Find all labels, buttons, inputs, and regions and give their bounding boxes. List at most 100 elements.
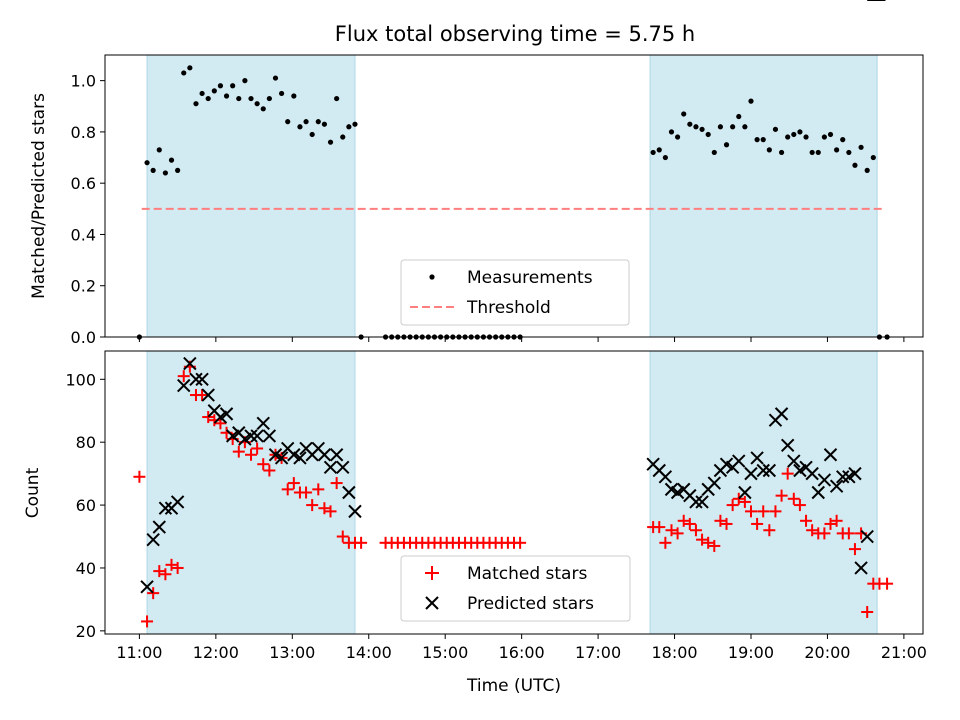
matched-star-point	[751, 517, 764, 530]
measurement-point	[309, 131, 315, 138]
matched-star-point	[769, 505, 782, 518]
measurement-point	[352, 121, 358, 127]
measurement-point	[754, 137, 760, 143]
predicted-star-point	[177, 378, 191, 393]
x-tick-label: 17:00	[575, 643, 621, 662]
measurement-point	[705, 131, 711, 138]
measurement-point	[236, 95, 242, 102]
measurement-point	[791, 131, 797, 138]
y-tick-label: 0.8	[71, 123, 96, 142]
measurement-point	[217, 83, 224, 89]
matched-star-point	[171, 561, 184, 574]
measurement-point	[297, 124, 303, 130]
predicted-star-point	[817, 473, 832, 487]
matched-star-point	[318, 502, 331, 515]
measurement-point	[168, 157, 175, 163]
x-tick-label: 13:00	[269, 643, 315, 662]
predicted-star-point	[348, 504, 362, 519]
chart-title: Flux total observing time = 5.75 h	[335, 22, 695, 46]
predicted-star-point	[658, 470, 673, 484]
measurement-point	[266, 95, 272, 102]
matched-star-point	[726, 499, 739, 512]
predicted-star-point	[219, 407, 234, 421]
matched-star-point	[671, 527, 684, 540]
measurement-point	[846, 149, 852, 156]
matched-star-point	[677, 514, 690, 527]
measurement-point	[162, 170, 168, 176]
measurement-point	[852, 162, 858, 168]
measurement-point	[278, 90, 285, 97]
count-y-axis-label: Count	[23, 467, 43, 518]
measurement-point	[736, 113, 742, 120]
matched-star-point	[806, 524, 819, 537]
measurement-point	[656, 147, 662, 153]
predicted-legend-marker	[425, 596, 439, 610]
matched-star-point	[763, 524, 776, 537]
measurement-point	[340, 134, 346, 140]
predicted-star-point	[854, 561, 868, 575]
measurement-point	[650, 149, 656, 156]
predicted-star-point	[293, 451, 307, 465]
measurement-point	[334, 95, 340, 102]
measurement-point	[315, 119, 321, 125]
measurement-point	[815, 149, 821, 156]
measurement-point	[723, 142, 730, 148]
predicted-star-point	[860, 529, 874, 544]
predicted-star-point	[336, 460, 350, 475]
matched-star-point	[738, 495, 751, 508]
predicted-star-point	[250, 429, 264, 443]
predicted-star-point	[152, 520, 166, 534]
measurement-point	[797, 129, 803, 135]
matched-star-point	[787, 492, 800, 505]
matched-legend-marker	[425, 566, 439, 580]
matched-legend-label: Matched stars	[467, 564, 587, 584]
predicted-star-point	[170, 495, 185, 509]
matched-star-point	[720, 517, 733, 530]
predicted-star-point	[762, 463, 777, 478]
matched-star-point	[165, 558, 178, 571]
matched-star-point	[757, 505, 770, 518]
predicted-star-point	[738, 485, 752, 500]
measurement-point	[156, 147, 162, 153]
measurement-point	[662, 154, 668, 161]
measurement-point	[346, 124, 352, 130]
predicted-star-point	[750, 451, 764, 465]
predicted-star-point	[323, 460, 338, 475]
measurement-point	[291, 93, 297, 99]
x-axis-label: Time (UTC)	[466, 676, 561, 696]
threshold-legend-label: Threshold	[466, 298, 551, 318]
measurement-point	[285, 119, 291, 125]
predicted-star-point	[317, 448, 332, 462]
predicted-star-point	[811, 485, 825, 500]
measurement-point	[321, 121, 328, 127]
measurement-point	[699, 126, 705, 132]
measurement-point	[772, 126, 779, 132]
x-tick-label: 15:00	[422, 643, 468, 662]
y-tick-label: 0.2	[71, 277, 96, 296]
ratio-panel: 0.0 0.2 0.4 0.6 0.8 1.0 Matched/Predicted sta…	[29, 54, 924, 347]
measurement-point	[248, 95, 254, 102]
measurement-point	[693, 124, 699, 130]
predicted-star-point	[695, 495, 709, 509]
measurement-point	[748, 98, 754, 104]
measurement-point	[205, 95, 211, 102]
predicted-star-point	[829, 479, 844, 493]
measurement-point	[809, 149, 815, 156]
matched-star-point	[324, 505, 337, 518]
matched-star-point	[159, 568, 172, 581]
measurement-point	[760, 137, 766, 143]
measurement-point	[272, 75, 279, 81]
matched-star-point	[232, 445, 245, 458]
matched-star-point	[257, 458, 270, 471]
predicted-star-point	[823, 448, 838, 462]
measurement-point	[199, 90, 205, 97]
matched-star-point	[800, 514, 813, 527]
matched-star-point	[141, 615, 154, 628]
matched-star-point	[300, 486, 313, 499]
matched-star-point	[665, 524, 678, 537]
predicted-star-point	[195, 372, 209, 387]
predicted-star-point	[140, 580, 154, 594]
predicted-star-point	[256, 416, 270, 431]
ratio-panel-frame	[104, 54, 924, 338]
measurement-point	[668, 129, 675, 135]
